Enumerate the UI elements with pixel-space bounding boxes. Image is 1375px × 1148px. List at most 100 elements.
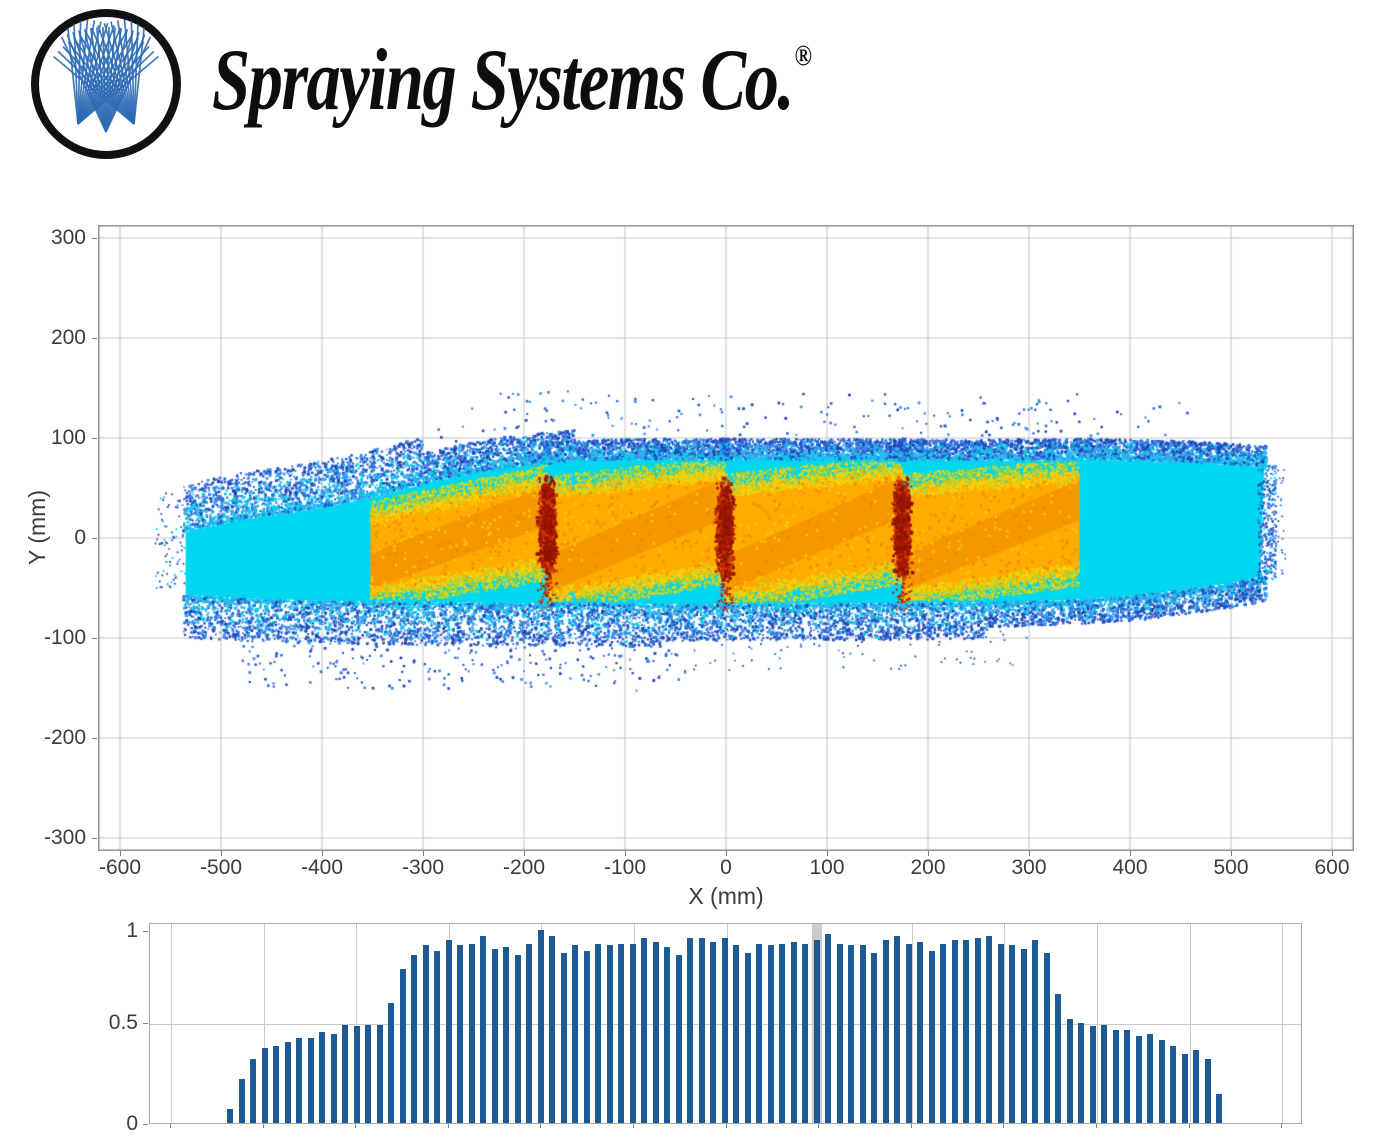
bar-y-tick-mark [143, 1023, 148, 1024]
x-tick-label: 500 [1213, 856, 1249, 879]
bar [1170, 1046, 1176, 1123]
bar-grid-line-v [171, 924, 172, 1123]
bar [583, 951, 590, 1123]
bar [790, 942, 797, 1123]
bar [802, 944, 808, 1123]
bar [733, 945, 739, 1123]
bar [641, 938, 647, 1123]
brand-title: Spraying Systems Co.® [212, 30, 812, 131]
bar [928, 951, 935, 1123]
bar [825, 934, 831, 1123]
bar [273, 1046, 279, 1123]
bar-y-tick-label: 0 [126, 1112, 138, 1135]
bar-x-tick-mark [1096, 1124, 1097, 1128]
y-tick-mark [92, 238, 97, 239]
bar-grid-line-v [263, 924, 265, 1123]
x-tick-mark [1332, 851, 1333, 856]
x-axis-title: X (mm) [688, 883, 764, 909]
bar [687, 938, 693, 1123]
bar-x-tick-mark [262, 1124, 264, 1128]
bar [330, 1034, 337, 1123]
bar-x-tick-mark [910, 1124, 912, 1128]
bar [261, 1048, 268, 1123]
y-tick-mark [92, 538, 97, 539]
bar [457, 945, 463, 1123]
distribution-bar-chart [149, 923, 1302, 1124]
x-tick-mark [524, 851, 525, 856]
x-tick-mark [1130, 851, 1131, 856]
bar [514, 955, 521, 1123]
bar [480, 936, 486, 1123]
bar-x-tick-mark [447, 1124, 449, 1128]
bar [1124, 1030, 1130, 1123]
x-tick-mark [221, 851, 222, 856]
y-tick-label: 200 [50, 326, 86, 349]
x-tick-label: 0 [720, 856, 732, 879]
bar [388, 1003, 394, 1123]
bar [940, 944, 946, 1123]
y-tick-label: 300 [50, 226, 86, 249]
bar [813, 940, 820, 1123]
bar [1089, 1026, 1096, 1123]
bar-y-tick-label: 0.5 [108, 1011, 138, 1034]
bar [698, 938, 705, 1123]
x-tick-label: -500 [199, 856, 243, 879]
bar [1158, 1040, 1165, 1123]
x-tick-label: 600 [1314, 856, 1350, 879]
bar-x-tick-mark [1188, 1124, 1190, 1128]
bar [767, 945, 774, 1123]
bar [859, 945, 866, 1123]
y-tick-label: -300 [43, 826, 86, 849]
brand-text: Spraying Systems Co. [212, 32, 794, 129]
bar-grid-line-v [1004, 924, 1006, 1123]
y-tick-mark [92, 838, 97, 839]
registered-mark: ® [794, 39, 812, 72]
bar [503, 947, 509, 1123]
x-tick-mark [827, 851, 828, 856]
bar [848, 945, 854, 1123]
bar [549, 936, 555, 1123]
bar [951, 940, 958, 1123]
bar [917, 942, 923, 1123]
x-tick-label: 200 [910, 856, 946, 879]
bar [353, 1026, 360, 1123]
x-tick-label: -400 [300, 856, 344, 879]
y-tick-label: -200 [43, 726, 86, 749]
x-tick-label: -200 [502, 856, 546, 879]
bar-grid-line-v [356, 924, 358, 1123]
bar [618, 944, 624, 1123]
bar-x-tick-mark [355, 1124, 357, 1128]
bar [1193, 1050, 1199, 1123]
y-tick-label: 0 [74, 526, 86, 549]
bar [1112, 1030, 1119, 1123]
bar [1055, 994, 1061, 1123]
y-tick-mark [92, 738, 97, 739]
x-tick-mark [120, 851, 121, 856]
bar-x-tick-mark [540, 1124, 542, 1128]
bar [721, 938, 728, 1123]
x-tick-mark [726, 851, 727, 856]
bar [468, 944, 475, 1123]
bar [595, 944, 601, 1123]
bar [537, 930, 544, 1123]
bar [779, 944, 785, 1123]
bar [250, 1059, 256, 1123]
bar [307, 1038, 314, 1123]
bar [238, 1079, 245, 1123]
bar [1101, 1025, 1107, 1123]
bar-x-tick-mark [1003, 1124, 1005, 1128]
bar [445, 940, 452, 1123]
bar [1216, 1094, 1222, 1123]
bar [710, 942, 716, 1123]
bar [434, 951, 440, 1123]
bar [606, 945, 613, 1123]
bar [836, 944, 843, 1123]
bar [664, 947, 670, 1123]
bar [560, 953, 567, 1123]
bar [1181, 1054, 1188, 1123]
bar [756, 944, 762, 1123]
bar [365, 1025, 371, 1123]
bar [629, 944, 636, 1123]
spray-scatter-plot [98, 225, 1354, 851]
